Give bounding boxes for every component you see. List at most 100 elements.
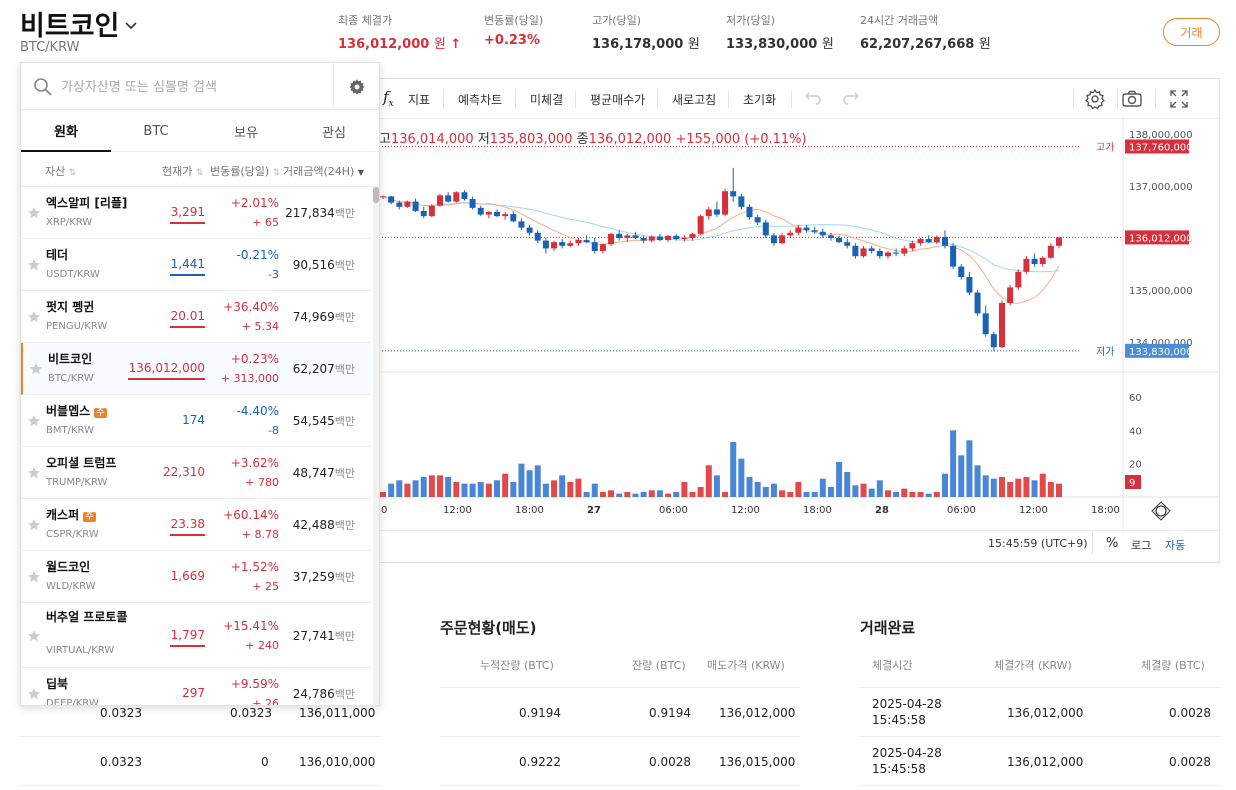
coin-symbol: BTC/KRW	[48, 373, 94, 384]
price-tick-label: 134,000,000	[1129, 338, 1193, 349]
favorite-star-icon[interactable]	[27, 466, 41, 480]
redo-icon[interactable]	[839, 87, 863, 111]
volume-bar	[461, 483, 468, 497]
tool-open-orders[interactable]: 미체결	[530, 93, 564, 107]
volume-bar	[599, 492, 606, 497]
tool-prediction-chart[interactable]: 예측차트	[458, 93, 503, 107]
candle-body	[502, 214, 509, 217]
favorite-star-icon[interactable]	[27, 206, 41, 220]
coin-list-item[interactable]: 펏지 펭귄 PENGU/KRW 20.01 +36.40% + 5.34 74,969백만	[21, 291, 371, 343]
caution-badge: 주	[83, 512, 96, 522]
favorite-star-icon[interactable]	[27, 414, 41, 428]
coin-list-item[interactable]: 월드코인 WLD/KRW 1,669 +1.52% + 25 37,259백만	[21, 551, 371, 603]
price-underline	[170, 326, 205, 328]
volume-bar	[518, 463, 525, 497]
favorite-star-icon[interactable]	[27, 570, 41, 584]
coin-list-scrollbar[interactable]	[373, 187, 379, 705]
favorite-star-icon[interactable]	[27, 629, 41, 643]
candle-body	[754, 217, 761, 223]
candle-body	[1015, 271, 1022, 288]
current-price-tag	[1125, 230, 1189, 245]
high-label: 고가	[1096, 141, 1114, 153]
tool-reset[interactable]: 초기화	[743, 93, 777, 107]
axis-settings-icon[interactable]	[1155, 505, 1167, 517]
coin-list-item[interactable]: 오피셜 트럼프 TRUMP/KRW 22,310 +3.62% + 780 48,747백…	[21, 447, 371, 499]
col-price[interactable]: 현재가 ⇅	[162, 165, 204, 178]
coin-change-amount: + 25	[252, 580, 279, 593]
favorite-star-icon[interactable]	[27, 310, 41, 324]
tool-avg-buy-price[interactable]: 평균매수가	[590, 93, 646, 107]
coin-symbol: PENGU/KRW	[46, 321, 108, 332]
price-underline	[170, 222, 205, 224]
favorite-star-icon[interactable]	[27, 687, 41, 701]
coin-list-header: 자산 ⇅ 현재가 ⇅ 변동률(당일) ⇅ 거래금액(24H) ▼	[21, 152, 379, 187]
auto-scale-toggle[interactable]: 자동	[1165, 539, 1186, 552]
volume-bar	[681, 482, 688, 497]
coin-list-item[interactable]: 엑스알피 [리플] XRP/KRW 3,291 +2.01% + 65 217,834백만	[21, 187, 371, 239]
coin-list-scroll-thumb[interactable]	[373, 187, 379, 203]
stat-change-rate: 변동률(당일) +0.23%	[484, 14, 544, 48]
coin-symbol: WLD/KRW	[46, 581, 96, 592]
search-input[interactable]	[61, 75, 331, 99]
favorite-star-icon[interactable]	[27, 258, 41, 272]
coin-list-item[interactable]: 버블멥스 주 BMT/KRW 174 -4.40% -8 54,545백만	[21, 395, 371, 447]
tab-holdings[interactable]: 보유	[234, 125, 258, 141]
coin-price: 1,669	[170, 569, 205, 583]
coin-name: 버추얼 프로토콜	[46, 610, 128, 624]
coin-change-rate: +2.01%	[230, 196, 279, 210]
chart-panel: fx 지표 예측차트 미체결 평균매수가 새로고침 초기화 고136,	[378, 78, 1220, 563]
log-scale-toggle[interactable]: 로그	[1131, 539, 1152, 552]
coin-list-item[interactable]: 테더 USDT/KRW 1,441 -0.21% -3 90,516백만	[21, 239, 371, 291]
undo-icon[interactable]	[801, 87, 825, 111]
settings-gear-icon[interactable]	[1083, 87, 1107, 111]
price-underline	[170, 644, 205, 647]
list-settings-button[interactable]	[333, 63, 379, 110]
axis-settings-icon-frame[interactable]	[1151, 501, 1171, 521]
function-icon[interactable]: fx	[383, 88, 394, 109]
coin-symbol: CSPR/KRW	[46, 529, 99, 540]
coin-volume: 90,516백만	[292, 258, 355, 272]
coin-list-item[interactable]: 비트코인 BTC/KRW 136,012,000 +0.23% + 313,000 62,…	[21, 343, 371, 395]
volume-bar	[510, 482, 517, 497]
candle-body	[567, 243, 574, 246]
price-chart[interactable]: 138,000,000137,000,000136,000,000135,000…	[379, 79, 1219, 562]
col-volume[interactable]: 거래금액(24H) ▼	[283, 165, 364, 178]
col-change[interactable]: 변동률(당일) ⇅	[210, 165, 281, 178]
tab-krw[interactable]: 원화	[21, 110, 111, 152]
volume-bar	[795, 482, 802, 497]
coin-volume: 62,207백만	[292, 362, 355, 376]
volume-bar	[738, 458, 745, 497]
candle-body	[689, 233, 696, 238]
candle-body	[469, 199, 476, 208]
price-underline	[170, 534, 205, 536]
volume-bar	[730, 442, 737, 497]
tool-indicator[interactable]: 지표	[408, 93, 431, 107]
candle-body	[551, 242, 558, 249]
volume-bar	[665, 493, 672, 497]
coin-change-rate: +3.62%	[230, 456, 279, 470]
camera-icon[interactable]	[1120, 87, 1144, 111]
volume-bar	[1039, 473, 1046, 497]
favorite-star-icon[interactable]	[29, 362, 43, 376]
col-asset[interactable]: 자산 ⇅	[45, 165, 77, 178]
coin-list-panel: 원화 BTC 보유 관심 자산 ⇅ 현재가 ⇅ 변동률(당일) ⇅ 거래금액(2…	[20, 62, 380, 706]
candle-body	[982, 313, 989, 335]
coin-list-item[interactable]: 캐스퍼 주 CSPR/KRW 23.38 +60.14% + 8.78 42,488백만	[21, 499, 371, 551]
trade-button[interactable]: 거래	[1163, 18, 1220, 46]
coin-selector[interactable]: 비트코인	[20, 4, 137, 43]
tab-btc[interactable]: BTC	[143, 123, 169, 139]
favorite-star-icon[interactable]	[27, 518, 41, 532]
fullscreen-icon[interactable]	[1167, 87, 1191, 111]
tool-refresh[interactable]: 새로고침	[672, 93, 717, 107]
candle-body	[388, 196, 395, 203]
percent-scale-toggle[interactable]: %	[1106, 536, 1119, 551]
tab-favorites[interactable]: 관심	[322, 125, 346, 141]
chevron-down-icon	[125, 19, 137, 34]
coin-list-item[interactable]: 딥북 DEEP/KRW 297 +9.59% + 26 24,786백만	[21, 668, 371, 705]
chart-time: 15:45:59 (UTC+9)	[988, 537, 1088, 550]
candle-body	[404, 201, 411, 207]
volume-bar	[950, 430, 957, 497]
coin-name: 딥북	[46, 677, 69, 691]
coin-price: 1,441	[170, 257, 205, 271]
coin-list-item[interactable]: 버추얼 프로토콜 VIRTUAL/KRW 1,797 +15.41% + 240 27,7…	[21, 603, 371, 668]
